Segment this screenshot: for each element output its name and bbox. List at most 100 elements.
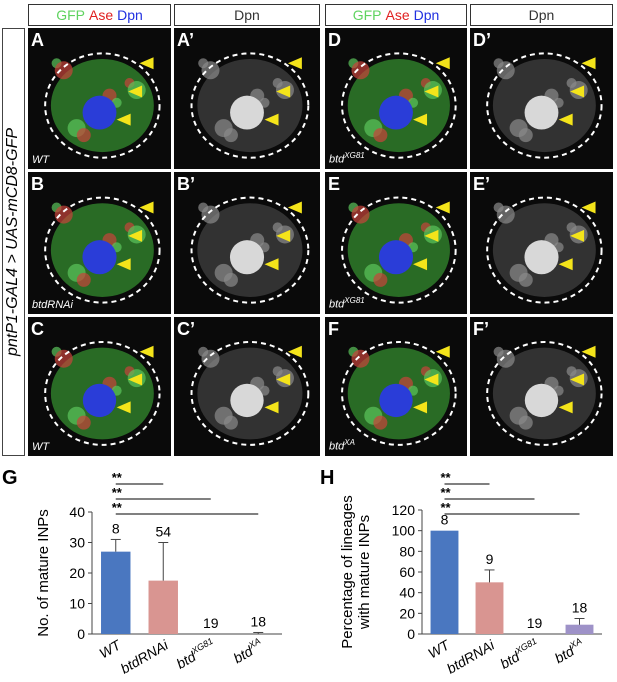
neuroblast-nucleus: [82, 383, 117, 418]
arrow-marker: [558, 113, 573, 126]
y-tick-label: 0: [407, 626, 415, 642]
significance-label: **: [441, 470, 452, 485]
y-tick-label: 80: [399, 543, 415, 559]
panel-image: [190, 52, 310, 159]
bar: [148, 580, 178, 634]
arrow-marker: [424, 373, 439, 386]
neuroblast-nucleus: [524, 240, 559, 275]
genotype-label: btdXG81: [329, 151, 365, 166]
arrow-marker: [139, 57, 154, 70]
panel-label: A: [31, 30, 44, 50]
cell-speckle: [201, 61, 220, 80]
panel-label: E’: [473, 174, 491, 194]
cell-speckle: [496, 349, 515, 368]
panel-image: [44, 196, 161, 304]
cell-speckle: [373, 415, 388, 430]
arrow-marker: [413, 258, 428, 271]
y-tick-label: 100: [392, 523, 416, 539]
arrow-marker: [276, 229, 291, 242]
arrow-marker: [581, 201, 596, 214]
lineage-outline: [341, 196, 457, 304]
panel-a: A WT: [28, 28, 171, 169]
lineage-outline: [190, 196, 310, 304]
panel-image: [341, 341, 457, 446]
cell-speckle: [518, 415, 533, 430]
bar: [565, 624, 594, 634]
y-tick-label: 120: [392, 502, 416, 518]
cell-speckle: [54, 349, 73, 368]
lineage-outline: [486, 196, 603, 304]
header-gfp: GFP: [352, 7, 382, 23]
y-axis-label: with mature INPs: [356, 515, 373, 630]
lineage-outline: [44, 196, 161, 304]
arrow-marker: [128, 373, 143, 386]
arrow-marker: [139, 345, 154, 358]
lineage-outline: [190, 52, 310, 159]
arrow-marker: [287, 201, 302, 214]
cell-speckle: [373, 128, 388, 143]
neuroblast-nucleus: [230, 95, 264, 130]
genotype-side-label: pntP1-GAL4 > UAS-mCD8-GFP: [4, 127, 21, 357]
category-label: btdRNAi: [118, 636, 172, 676]
y-tick-label: 30: [69, 535, 85, 551]
cell-speckle: [54, 205, 73, 224]
panel-a2: A’: [174, 28, 320, 169]
header-col-1: GFP Ase Dpn: [28, 4, 171, 26]
cell-speckle: [76, 272, 91, 287]
n-label: 18: [572, 600, 588, 616]
category-label: WT: [96, 636, 124, 661]
arrow-marker: [264, 113, 279, 126]
arrow-marker: [424, 229, 439, 242]
neuroblast-nucleus: [524, 95, 559, 130]
neuroblast-nucleus: [229, 240, 265, 275]
significance-label: **: [112, 500, 123, 515]
lineage-outline: [486, 341, 603, 446]
cell-speckle: [76, 128, 91, 143]
panel-image: [44, 52, 161, 159]
y-axis-label: Percentage of lineages: [339, 495, 356, 648]
chart-g: G 0 10 20 30 40 No. of mature INPs 8 WT 54 btdRNAi…: [2, 467, 282, 677]
panel-label: E: [328, 174, 341, 194]
cell-speckle: [201, 349, 220, 368]
arrow-marker: [435, 57, 450, 70]
cell-speckle: [351, 61, 370, 80]
neuroblast-nucleus: [524, 383, 559, 418]
panel-label: C: [31, 319, 44, 339]
arrow-marker: [128, 85, 143, 98]
cell-speckle: [351, 349, 370, 368]
arrow-marker: [558, 401, 573, 414]
category-label-sup: XG81: [513, 636, 539, 657]
bar: [101, 551, 131, 634]
cell-speckle: [496, 205, 515, 224]
panel-label: A’: [177, 30, 195, 50]
y-tick-label: 0: [77, 626, 85, 642]
category-label-base: btdRNAi: [444, 636, 498, 676]
panel-label: B: [31, 174, 44, 194]
cell-speckle: [223, 272, 238, 287]
n-label: 8: [441, 512, 449, 528]
panel-label: F’: [473, 319, 489, 339]
arrow-marker: [116, 258, 131, 271]
n-label: 54: [155, 524, 171, 540]
cell-speckle: [223, 128, 238, 143]
category-label-base: WT: [96, 636, 124, 661]
panel-label: C’: [177, 319, 195, 339]
panel-image: [44, 341, 161, 446]
chart-panel-label: G: [2, 467, 18, 489]
arrow-marker: [264, 258, 279, 271]
panel-b2: B’: [174, 172, 320, 314]
arrow-marker: [570, 85, 585, 98]
cell-speckle: [223, 415, 238, 430]
arrow-marker: [287, 345, 302, 358]
genotype-label: btdRNAi: [32, 299, 73, 311]
panel-label: D: [328, 30, 341, 50]
significance-label: **: [441, 500, 452, 515]
cell-speckle: [373, 272, 388, 287]
panel-image: [486, 341, 603, 446]
arrow-marker: [413, 401, 428, 414]
header-ase: Ase: [385, 7, 410, 23]
arrow-marker: [276, 85, 291, 98]
lineage-outline: [44, 52, 161, 159]
